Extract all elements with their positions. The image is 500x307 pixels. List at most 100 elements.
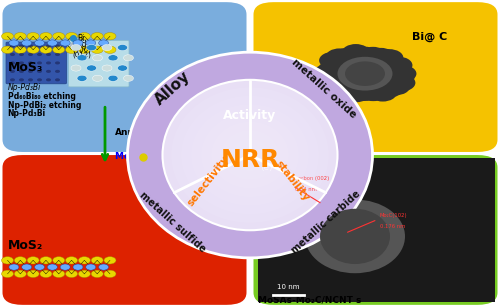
- Circle shape: [77, 75, 87, 81]
- Circle shape: [342, 85, 370, 102]
- Circle shape: [118, 45, 128, 51]
- Circle shape: [71, 45, 81, 51]
- Circle shape: [318, 73, 346, 90]
- Text: 1 Annealing: 1 Annealing: [258, 89, 312, 98]
- Circle shape: [73, 264, 83, 270]
- Circle shape: [46, 53, 51, 56]
- Circle shape: [40, 270, 52, 278]
- Text: MoS₃: MoS₃: [8, 61, 43, 74]
- Circle shape: [102, 45, 112, 51]
- Circle shape: [334, 48, 362, 65]
- Text: Annealing: Annealing: [115, 127, 166, 137]
- Circle shape: [37, 45, 42, 48]
- FancyBboxPatch shape: [2, 2, 246, 152]
- Circle shape: [14, 46, 26, 53]
- Circle shape: [40, 46, 52, 53]
- FancyBboxPatch shape: [254, 155, 498, 305]
- Ellipse shape: [231, 139, 269, 171]
- Circle shape: [78, 46, 90, 53]
- Text: Mo: Mo: [115, 152, 133, 161]
- Circle shape: [53, 270, 65, 278]
- Circle shape: [108, 75, 118, 81]
- Circle shape: [336, 82, 363, 99]
- Circle shape: [53, 257, 65, 264]
- Text: 10 nm: 10 nm: [277, 284, 299, 290]
- Circle shape: [28, 78, 33, 81]
- Circle shape: [22, 40, 32, 46]
- Circle shape: [14, 257, 26, 264]
- Text: of Bi⁰ /Bi³⁺: of Bi⁰ /Bi³⁺: [258, 109, 304, 118]
- Circle shape: [46, 45, 51, 48]
- Circle shape: [98, 40, 108, 46]
- Circle shape: [108, 55, 118, 61]
- Circle shape: [92, 55, 102, 61]
- Circle shape: [19, 53, 24, 56]
- Circle shape: [27, 270, 39, 278]
- Circle shape: [48, 264, 58, 270]
- Text: S: S: [148, 152, 154, 161]
- Text: MoSAs-Mo₂C/NCNT s: MoSAs-Mo₂C/NCNT s: [258, 296, 361, 305]
- Circle shape: [37, 78, 42, 81]
- Circle shape: [9, 264, 19, 270]
- Ellipse shape: [201, 113, 299, 197]
- Circle shape: [10, 61, 15, 64]
- Circle shape: [92, 75, 102, 81]
- Circle shape: [91, 33, 103, 40]
- Circle shape: [22, 264, 32, 270]
- Text: (400): (400): [72, 47, 92, 53]
- Circle shape: [66, 33, 78, 40]
- Circle shape: [318, 69, 346, 86]
- Circle shape: [27, 257, 39, 264]
- Text: (e): (e): [260, 163, 272, 172]
- Circle shape: [71, 65, 81, 71]
- Circle shape: [46, 70, 51, 73]
- Circle shape: [86, 45, 97, 51]
- Ellipse shape: [211, 122, 289, 188]
- Circle shape: [48, 40, 58, 46]
- Circle shape: [78, 270, 90, 278]
- Circle shape: [326, 49, 353, 66]
- Circle shape: [2, 46, 14, 53]
- Circle shape: [104, 33, 116, 40]
- Ellipse shape: [241, 148, 259, 163]
- Circle shape: [14, 33, 26, 40]
- Circle shape: [19, 45, 24, 48]
- Circle shape: [78, 33, 90, 40]
- Ellipse shape: [162, 80, 338, 230]
- Circle shape: [2, 270, 14, 278]
- Circle shape: [118, 65, 128, 71]
- Circle shape: [86, 264, 96, 270]
- Ellipse shape: [128, 52, 372, 258]
- Circle shape: [55, 70, 60, 73]
- Circle shape: [60, 40, 70, 46]
- Circle shape: [55, 45, 60, 48]
- Ellipse shape: [191, 104, 309, 206]
- Circle shape: [322, 58, 349, 75]
- Circle shape: [66, 270, 78, 278]
- Circle shape: [34, 264, 44, 270]
- Circle shape: [367, 48, 395, 65]
- Circle shape: [55, 53, 60, 56]
- Circle shape: [10, 53, 15, 56]
- Circle shape: [78, 257, 90, 264]
- Circle shape: [98, 264, 108, 270]
- Text: carbon (002): carbon (002): [295, 176, 329, 181]
- Circle shape: [330, 79, 358, 96]
- FancyBboxPatch shape: [2, 155, 246, 305]
- Ellipse shape: [305, 200, 405, 273]
- Circle shape: [34, 40, 44, 46]
- Text: Mo₂C(102): Mo₂C(102): [380, 213, 407, 218]
- Text: Bi@ C: Bi@ C: [412, 32, 448, 42]
- Circle shape: [73, 40, 83, 46]
- Text: NRR: NRR: [220, 148, 280, 172]
- Circle shape: [28, 45, 33, 48]
- Circle shape: [27, 46, 39, 53]
- Text: selectivity: selectivity: [186, 154, 230, 208]
- Circle shape: [27, 33, 39, 40]
- Circle shape: [55, 61, 60, 64]
- Circle shape: [2, 33, 14, 40]
- Circle shape: [66, 46, 78, 53]
- Circle shape: [60, 264, 70, 270]
- Circle shape: [124, 75, 134, 81]
- Text: metallic oxide: metallic oxide: [290, 57, 358, 120]
